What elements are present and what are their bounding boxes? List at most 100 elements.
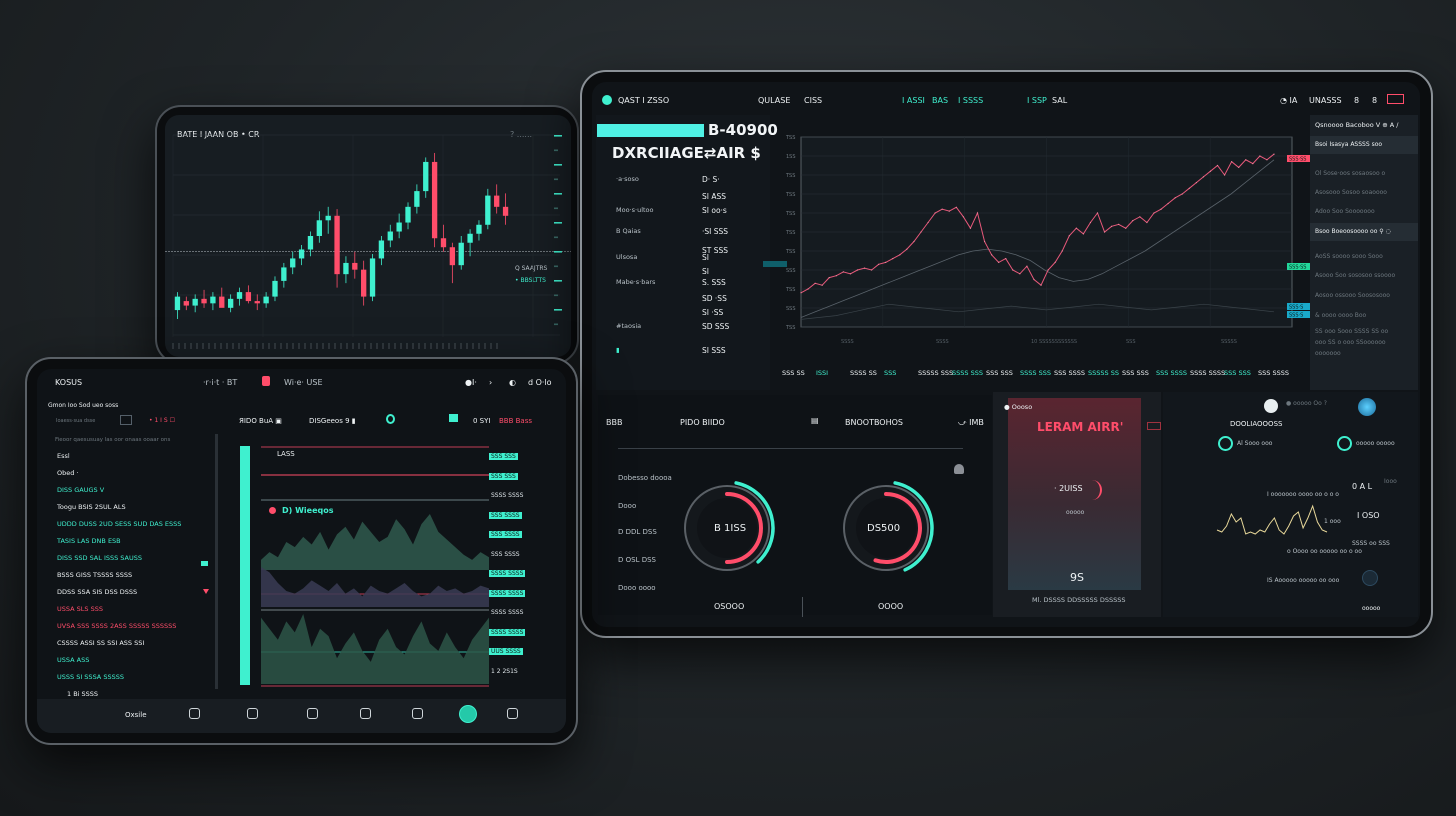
promo-caption: Ml. DSSSS DDSSSSS DSSSSS xyxy=(1032,596,1126,604)
chart-icon[interactable] xyxy=(247,708,258,719)
list-item[interactable]: Toogu BSIS 2SUL ALS xyxy=(57,503,126,511)
tab-gauge[interactable]: BBB xyxy=(606,418,623,427)
toolbar-item[interactable]: ЯIDO BuA ▣ xyxy=(239,417,282,425)
data-point xyxy=(821,284,823,286)
nav-item[interactable]: CISS xyxy=(804,96,823,105)
candlestick-chart xyxy=(165,134,571,349)
list-item[interactable]: UVSA SSS SSSS 2ASS SSSSS SSSSSS xyxy=(57,622,177,630)
candle xyxy=(467,229,473,257)
candle xyxy=(494,184,500,214)
x-tick-label: 10 SSSSSSSSSSSS xyxy=(1031,339,1077,345)
list-item[interactable]: UDDD DUSS 2UD SESS SUD DAS ESSS xyxy=(57,520,182,528)
settings-icon[interactable]: 8 xyxy=(1372,96,1378,105)
data-point xyxy=(870,269,873,271)
y-tick-label: SSS xyxy=(786,268,796,274)
list-item[interactable]: 1 Bi SSSS xyxy=(67,690,99,698)
data-point xyxy=(1047,269,1049,271)
list-item[interactable]: Essl xyxy=(57,452,70,460)
filter-checkbox[interactable] xyxy=(120,415,132,425)
account-button[interactable]: ◔ IA xyxy=(1280,96,1298,105)
list-item[interactable]: DISS GAUGS V xyxy=(57,486,105,494)
stat-item: SSSSS SS xyxy=(1088,369,1119,377)
expand-icon[interactable] xyxy=(1147,422,1161,430)
sidebar-item[interactable]: Asosooo Sosoo soaoooo xyxy=(1315,189,1387,196)
list-item[interactable]: CSSSS ASSI SS SSI ASS SSI xyxy=(57,639,145,647)
data-point xyxy=(1005,258,1007,260)
stat-value: ·SI SSS xyxy=(702,227,729,236)
panel-line: IS Aooooo ooooo oo ooo xyxy=(1267,577,1340,584)
chevron-right-icon[interactable]: › xyxy=(489,378,493,387)
header-item[interactable]: ·r·i·t · BT xyxy=(203,378,238,387)
toolbar-item[interactable]: DISGeeos 9 ▮ xyxy=(309,417,356,425)
sidebar-item[interactable]: Ol Sose·oos sosaosoo o xyxy=(1315,170,1386,177)
gauge-footer[interactable]: OSOOO xyxy=(714,602,745,611)
data-point xyxy=(1068,235,1070,237)
sidebar-item[interactable]: SS ooo Sooo SSSS SS oo xyxy=(1315,328,1389,335)
data-point xyxy=(1266,159,1268,161)
price-tag xyxy=(1287,303,1315,310)
menu-item[interactable]: UNASSS xyxy=(1309,96,1342,105)
nav-item-label[interactable]: Oxsile xyxy=(125,711,147,719)
gauge-footer[interactable]: OOOO xyxy=(878,602,904,611)
sidebar-item[interactable]: Asooo Soo sososoo ssoooo xyxy=(1315,272,1396,279)
toolbar-item[interactable]: 0 SYI xyxy=(473,417,491,425)
sidebar-item[interactable]: ooo SS o ooo SSoooooo xyxy=(1315,339,1386,346)
sidebar-item-bg[interactable] xyxy=(1310,223,1418,241)
panel-footer[interactable]: ooooo xyxy=(1362,605,1381,612)
refresh-icon[interactable] xyxy=(412,708,423,719)
mic-icon[interactable] xyxy=(507,708,518,719)
list-item[interactable]: TASIS LAS DNB ESB xyxy=(57,537,121,545)
sidebar-item[interactable]: Adoo Soo Sooooooo xyxy=(1315,208,1375,215)
candle xyxy=(316,211,322,243)
shield-icon[interactable]: ◐ xyxy=(509,378,516,387)
header-item[interactable]: Wi·e· USE xyxy=(284,378,323,387)
promo-card[interactable] xyxy=(1008,398,1141,590)
sidebar-item[interactable]: Aosoo ossooo Soososooo xyxy=(1315,292,1390,299)
gauge-green-arc xyxy=(734,481,775,564)
sidebar-item-bg[interactable] xyxy=(1310,136,1418,154)
data-point xyxy=(1019,273,1021,275)
bell-icon[interactable] xyxy=(954,464,964,474)
list-item[interactable]: DISS SSD SAL ISSS SAUSS xyxy=(57,554,143,562)
sidebar-item[interactable]: ooooooo xyxy=(1315,350,1341,357)
candle xyxy=(281,262,287,288)
list-item[interactable]: USSA SLS SSS xyxy=(57,605,103,613)
tab-gauge[interactable]: BNOOTBOHOS xyxy=(845,418,903,427)
tab-gauge[interactable]: ⤻ IMB xyxy=(958,418,984,427)
price-tag: SSS SSSS xyxy=(489,511,522,519)
sync-icon[interactable] xyxy=(386,414,395,424)
bookmark-icon[interactable] xyxy=(262,376,270,386)
candle xyxy=(449,242,456,284)
sidebar-item[interactable]: Bsoi Isasya ASSSS soo xyxy=(1315,141,1383,148)
list-item[interactable]: USSA ASS xyxy=(57,656,90,664)
target-icon[interactable] xyxy=(360,708,371,719)
price-tag-label: SSS·S xyxy=(1289,305,1303,311)
people-icon[interactable] xyxy=(189,708,200,719)
window-icon[interactable] xyxy=(1387,94,1404,104)
list-item[interactable]: BSSS GISS TSSSS SSSS xyxy=(57,571,133,579)
list-item[interactable]: DDSS SSA SIS DSS DSSS xyxy=(57,588,138,596)
logo-icon xyxy=(602,95,612,105)
nav-item[interactable]: QULASE xyxy=(758,96,791,105)
list-scrollbar[interactable] xyxy=(215,434,218,689)
sidebar-item[interactable]: & oooo oooo Boo xyxy=(1315,312,1367,319)
sidebar-item[interactable]: AoSS soooo sooo Sooo xyxy=(1315,253,1383,260)
grid-icon[interactable] xyxy=(449,414,458,422)
trend-icon[interactable] xyxy=(307,708,318,719)
sidebar-item[interactable]: Bsoo Boeoosoooo oo ⚲ ◌ xyxy=(1315,228,1391,235)
notification-icon[interactable]: 8 xyxy=(1354,96,1360,105)
gauge-label: Dooo oooo xyxy=(618,584,656,592)
calendar-button[interactable] xyxy=(1362,570,1378,586)
wallet-icon[interactable] xyxy=(459,705,477,723)
status-icon[interactable]: ●I· xyxy=(465,378,477,387)
list-item[interactable]: Obed · xyxy=(57,469,79,477)
user-menu[interactable]: d O·lo xyxy=(528,378,552,387)
toolbar-item[interactable]: BBB Bass xyxy=(499,417,533,425)
tab-gauge[interactable]: PIDO BIIDO xyxy=(680,418,725,427)
list-item[interactable]: USSS SI SSSA SSSSS xyxy=(57,673,124,681)
filter-value[interactable]: • 1 I S ☐ xyxy=(149,417,175,424)
indicator-red xyxy=(203,589,209,594)
tab-gauge[interactable]: ▤ xyxy=(811,416,819,425)
panel-stat: I OSO xyxy=(1357,511,1380,520)
avatar[interactable] xyxy=(1358,398,1376,416)
